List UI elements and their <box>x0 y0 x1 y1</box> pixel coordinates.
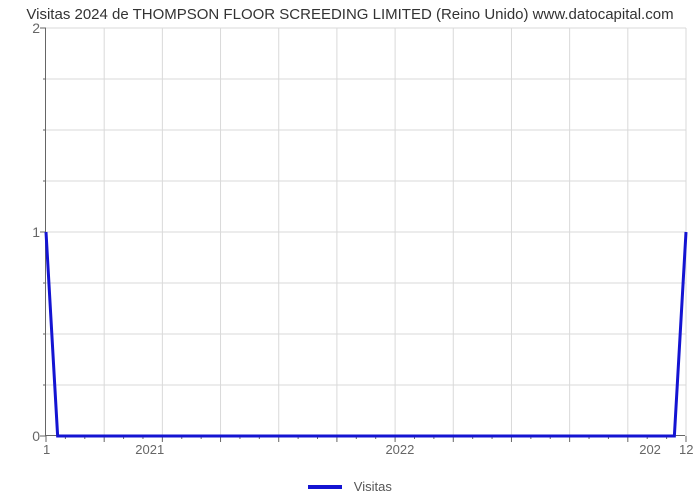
plot-svg <box>46 28 685 435</box>
y-tick-label: 1 <box>32 224 40 240</box>
x-left-corner-label: 1 <box>43 442 50 457</box>
x-tick-label: 202 <box>639 442 661 457</box>
plot-area <box>45 28 685 436</box>
y-tick-label: 0 <box>32 428 40 444</box>
legend-label: Visitas <box>354 479 392 494</box>
x-tick-label: 2021 <box>135 442 164 457</box>
x-right-corner-label: 12 <box>679 442 693 457</box>
legend-swatch <box>308 485 342 489</box>
y-tick-label: 2 <box>32 20 40 36</box>
chart-title: Visitas 2024 de THOMPSON FLOOR SCREEDING… <box>0 6 700 23</box>
x-tick-label: 2022 <box>385 442 414 457</box>
chart-container: Visitas 2024 de THOMPSON FLOOR SCREEDING… <box>0 0 700 500</box>
legend: Visitas <box>0 478 700 494</box>
